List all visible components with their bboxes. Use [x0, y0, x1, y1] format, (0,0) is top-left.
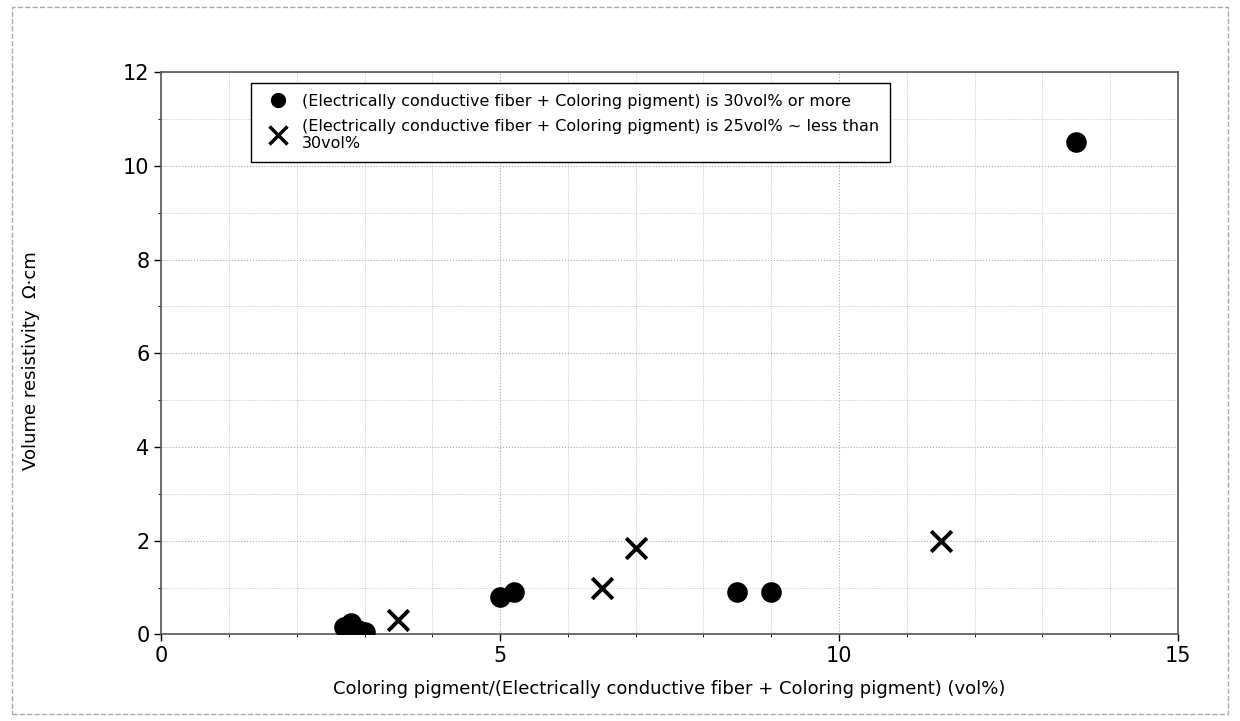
Point	[728, 587, 748, 598]
Point	[931, 535, 951, 547]
Point	[626, 542, 646, 554]
Point	[341, 617, 361, 629]
Point	[388, 614, 408, 626]
Point	[490, 591, 510, 603]
Point	[355, 627, 374, 638]
Point	[348, 624, 368, 636]
Point	[1066, 137, 1086, 149]
Point	[503, 587, 523, 598]
Point	[335, 622, 355, 633]
Point	[761, 587, 781, 598]
Text: Volume resistivity  Ω·cm: Volume resistivity Ω·cm	[22, 251, 40, 470]
Point	[591, 582, 611, 593]
X-axis label: Coloring pigment/(Electrically conductive fiber + Coloring pigment) (vol%): Coloring pigment/(Electrically conductiv…	[334, 680, 1006, 698]
Legend: (Electrically conductive fiber + Coloring pigment) is 30vol% or more, (Electrica: (Electrically conductive fiber + Colorin…	[250, 83, 890, 162]
